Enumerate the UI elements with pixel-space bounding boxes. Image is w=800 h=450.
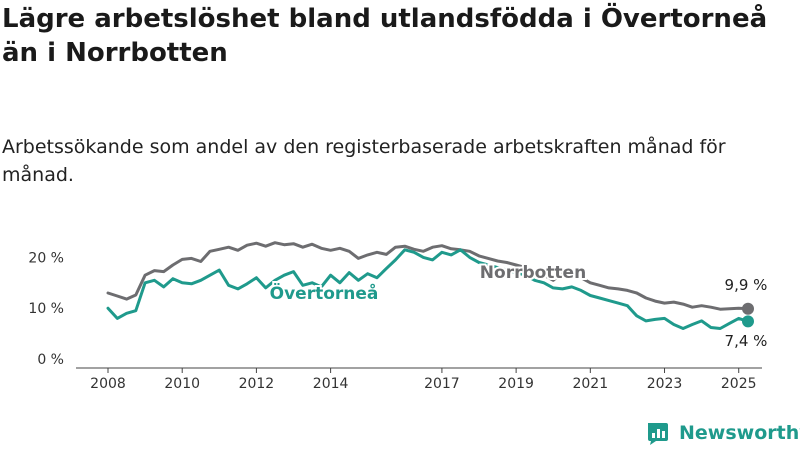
series-line-overtornea bbox=[106, 248, 750, 330]
series-line-norrbotten bbox=[106, 241, 750, 311]
brand-name: Newsworthy bbox=[679, 422, 800, 444]
end-marker-overtornea bbox=[742, 315, 754, 328]
y-tick-label: 0 % bbox=[37, 352, 64, 368]
x-tick-label: 2014 bbox=[313, 376, 349, 392]
chart-title: Lägre arbetslöshet bland utlandsfödda i … bbox=[2, 4, 768, 68]
y-tick-label: 20 % bbox=[28, 250, 64, 266]
x-tick-label: 2017 bbox=[424, 376, 460, 392]
end-value-label-overtornea: 7,4 % bbox=[725, 332, 768, 350]
x-tick-label: 2025 bbox=[721, 376, 757, 392]
x-tick-label: 2023 bbox=[647, 376, 683, 392]
brand-logo: Newsworthy bbox=[645, 420, 800, 446]
end-marker-norrbotten bbox=[742, 302, 754, 315]
x-tick-label: 2021 bbox=[572, 376, 608, 392]
y-tick-label: 10 % bbox=[28, 301, 64, 317]
end-value-label-norrbotten: 9,9 % bbox=[725, 276, 768, 294]
x-tick-label: 2012 bbox=[239, 376, 275, 392]
newsworthy-logo-icon bbox=[648, 423, 668, 445]
series-label-norrbotten: Norrbotten bbox=[480, 263, 586, 283]
x-tick-label: 2019 bbox=[498, 376, 534, 392]
chart-subtitle: Arbetssökande som andel av den registerb… bbox=[2, 136, 726, 186]
series-label-overtornea: Övertorneå bbox=[270, 282, 379, 304]
x-tick-label: 2008 bbox=[90, 376, 126, 392]
x-tick-label: 2010 bbox=[164, 376, 200, 392]
